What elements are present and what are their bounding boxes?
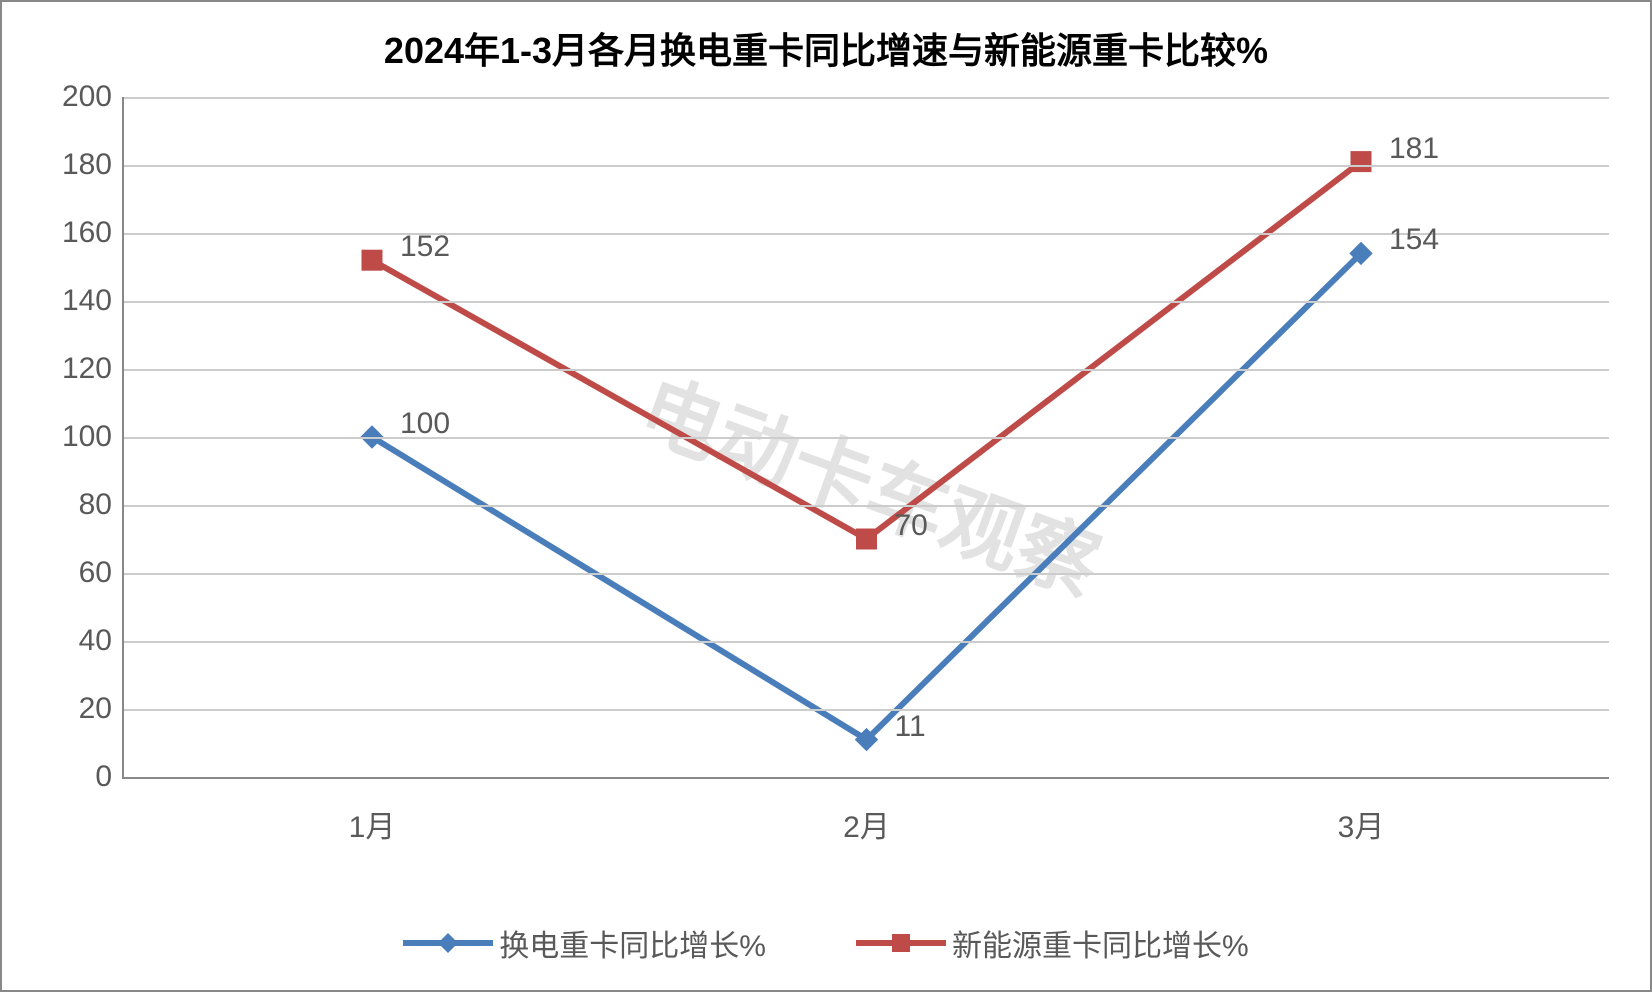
y-tick-label: 200 <box>62 80 124 114</box>
y-tick-label: 180 <box>62 148 124 182</box>
gridline <box>124 573 1609 575</box>
data-label: 181 <box>1389 132 1439 166</box>
y-tick-label: 140 <box>62 284 124 318</box>
gridline <box>124 437 1609 439</box>
gridline <box>124 97 1609 99</box>
data-label: 11 <box>895 710 926 744</box>
legend-label: 换电重卡同比增长% <box>499 921 766 965</box>
y-tick-label: 160 <box>62 216 124 250</box>
y-tick-label: 20 <box>79 692 124 726</box>
legend-item: 换电重卡同比增长% <box>403 921 766 965</box>
data-label: 70 <box>895 509 928 543</box>
y-tick-label: 40 <box>79 624 124 658</box>
y-tick-label: 60 <box>79 556 124 590</box>
legend-label: 新能源重卡同比增长% <box>952 921 1249 965</box>
y-tick-label: 0 <box>95 760 124 794</box>
x-tick-label: 1月 <box>349 777 396 846</box>
data-label: 154 <box>1389 223 1439 257</box>
gridline <box>124 233 1609 235</box>
gridline <box>124 165 1609 167</box>
series-marker <box>362 250 382 270</box>
y-tick-label: 80 <box>79 488 124 522</box>
y-tick-label: 120 <box>62 352 124 386</box>
series-marker <box>1351 152 1371 172</box>
legend-swatch <box>856 931 946 955</box>
legend-swatch <box>403 931 493 955</box>
gridline <box>124 301 1609 303</box>
chart-container: 2024年1-3月各月换电重卡同比增速与新能源重卡比较% 电动卡车观察 0204… <box>0 0 1652 992</box>
y-tick-label: 100 <box>62 420 124 454</box>
gridline <box>124 709 1609 711</box>
gridline <box>124 641 1609 643</box>
plot-area: 0204060801001201401601802001月2月3月1001115… <box>122 97 1609 779</box>
x-tick-label: 3月 <box>1338 777 1385 846</box>
legend: 换电重卡同比增长% 新能源重卡同比增长% <box>2 921 1650 965</box>
series-line <box>372 162 1361 539</box>
data-label: 100 <box>400 407 450 441</box>
data-label: 152 <box>400 230 450 264</box>
chart-title: 2024年1-3月各月换电重卡同比增速与新能源重卡比较% <box>2 22 1650 74</box>
x-tick-label: 2月 <box>843 777 890 846</box>
gridline <box>124 369 1609 371</box>
legend-item: 新能源重卡同比增长% <box>856 921 1249 965</box>
series-marker <box>857 529 877 549</box>
series-line <box>372 253 1361 739</box>
gridline <box>124 505 1609 507</box>
